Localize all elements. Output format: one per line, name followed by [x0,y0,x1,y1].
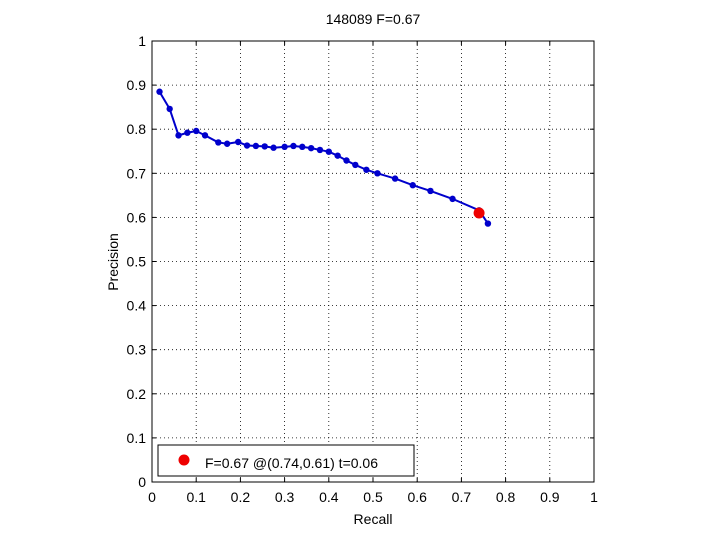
chart-title: 148089 F=0.67 [326,11,421,27]
legend-marker [178,454,190,466]
data-point [299,143,306,151]
data-point [363,166,370,173]
legend-box [157,444,415,477]
legend-text: F=0.67 @(0.74,0.61) t=0.06 [205,455,378,471]
data-point [252,142,260,150]
data-point [201,132,209,139]
x-tick-label: 0.9 [540,489,560,505]
x-tick-labels: 0 0.1 0.2 0.3 0.4 0.5 0.6 0.7 0.8 0.9 1 [148,489,598,505]
y-tick-label: 0.6 [127,209,147,225]
y-tick-label: 0.5 [127,254,147,270]
y-tick-label: 0.4 [127,298,147,314]
data-point [243,142,251,149]
data-point [307,144,315,152]
data-point [270,144,277,151]
data-point [391,175,399,182]
data-point [427,187,434,195]
x-tick-label: 0.2 [231,489,251,505]
data-point [325,148,332,155]
data-point [484,220,492,227]
data-point [449,195,456,203]
legend: F=0.67 @(0.74,0.61) t=0.06 [157,444,415,477]
data-point [234,138,242,146]
x-tick-label: 0 [148,489,156,505]
data-point [184,129,191,136]
x-tick-label: 0.7 [452,489,472,505]
y-tick-label: 0.8 [127,121,147,137]
data-point [166,105,173,113]
y-tick-label: 0 [138,474,146,490]
data-point [374,170,381,177]
data-point [193,127,200,135]
x-tick-label: 0.3 [275,489,295,505]
best-point-layer [473,207,485,219]
data-point [156,88,163,95]
y-axis-label: Precision [105,233,121,291]
best-f-point [473,207,485,219]
x-tick-label: 0.1 [186,489,206,505]
y-tick-label: 0.3 [127,342,147,358]
y-tick-label: 0.1 [127,430,147,446]
data-point [334,152,341,159]
x-tick-label: 0.4 [319,489,339,505]
data-point [223,140,231,147]
x-tick-label: 0.6 [407,489,427,505]
data-point [290,142,297,150]
y-tick-labels: 0 0.1 0.2 0.3 0.4 0.5 0.6 0.7 0.8 0.9 1 [127,33,147,490]
x-tick-label: 0.5 [363,489,383,505]
y-tick-label: 0.2 [127,386,147,402]
data-point [261,143,268,150]
data-point [281,143,288,151]
axis-ticks [151,40,595,483]
x-tick-label: 1 [590,489,598,505]
grid [152,41,594,482]
data-point [343,157,350,164]
x-axis-label: Recall [354,511,393,527]
data-point [175,132,182,139]
y-tick-label: 0.9 [127,77,147,93]
data-point [409,182,416,189]
data-point [352,161,359,169]
x-tick-label: 0.8 [496,489,516,505]
data-point [215,139,222,146]
data-point [316,146,324,154]
y-tick-label: 1 [138,33,146,49]
y-tick-label: 0.7 [127,165,147,181]
